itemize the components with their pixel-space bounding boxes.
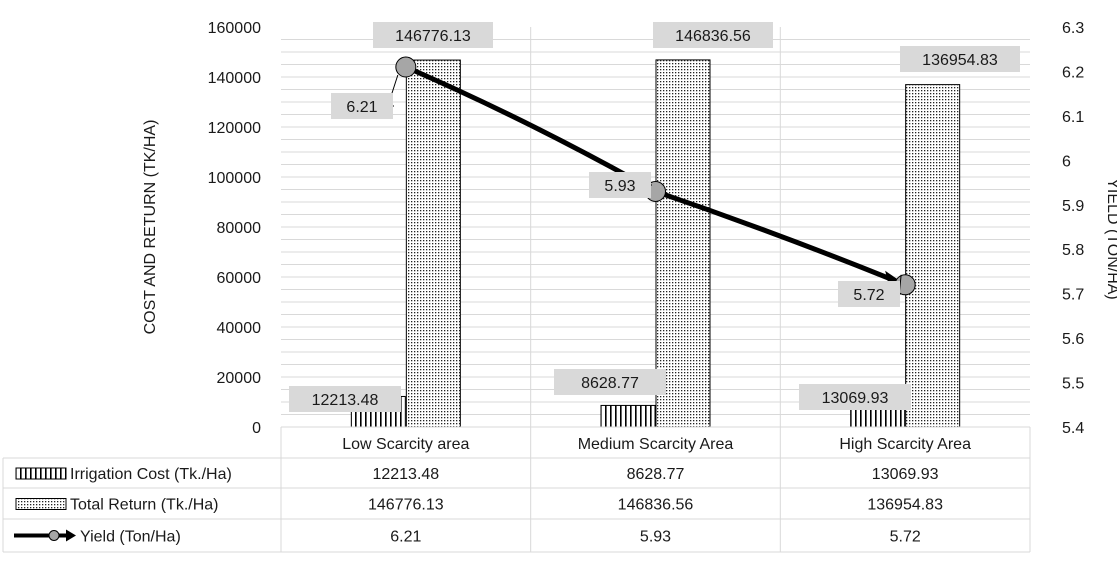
table-cell: 12213.48 <box>372 466 439 483</box>
data-label-irrigation-cost: 13069.93 <box>822 390 889 407</box>
y-tick-label: 60000 <box>217 270 262 287</box>
category-label: Medium Scarcity Area <box>578 436 734 453</box>
legend-key-yield-arrow <box>66 529 76 542</box>
y-right-tick-label: 5.5 <box>1062 376 1084 393</box>
y-tick-label: 140000 <box>208 70 261 87</box>
legend-label: Yield (Ton/Ha) <box>80 529 181 546</box>
data-label-total-return: 146836.56 <box>675 28 751 45</box>
y-tick-label: 0 <box>252 420 261 437</box>
y-tick-label: 100000 <box>208 170 261 187</box>
y-tick-label: 20000 <box>217 370 262 387</box>
y-right-tick-label: 6.1 <box>1062 109 1084 126</box>
category-label: High Scarcity Area <box>839 436 971 453</box>
data-table: Low Scarcity area Medium Scarcity Area Hig… <box>2 426 1030 553</box>
data-label-yield-box <box>589 172 651 198</box>
table-cell: 8628.77 <box>627 466 685 483</box>
legend-key-irrigation-cost <box>15 467 67 480</box>
legend-label: Total Return (Tk./Ha) <box>70 497 218 514</box>
legend-key-yield-marker <box>48 530 60 541</box>
legend-key-total-return <box>15 498 67 510</box>
table-cell: 146836.56 <box>618 497 694 514</box>
data-label-yield-box <box>838 281 900 307</box>
y-right-tick-label: 5.9 <box>1062 198 1084 215</box>
data-labels: 12213.48 146776.13 8628.77 146836.56 13069.9… <box>289 22 1020 412</box>
data-label-total-return: 136954.83 <box>922 52 998 69</box>
y-tick-label: 40000 <box>217 320 262 337</box>
data-label-total-return: 146776.13 <box>395 28 471 45</box>
y-right-tick-label: 5.6 <box>1062 331 1084 348</box>
data-label-yield-box <box>331 93 393 119</box>
bar-total-return <box>405 59 461 428</box>
y-right-tick-label: 6.2 <box>1062 64 1084 81</box>
yield-marker <box>395 56 417 78</box>
bar-total-return <box>905 84 961 428</box>
y-axis-title: COST AND RETURN (TK/HA) <box>142 120 159 335</box>
data-label-total-return-box <box>373 22 493 48</box>
y-right-tick-label: 6 <box>1062 153 1071 170</box>
table-cell: 5.93 <box>640 529 671 546</box>
data-label-yield: 6.21 <box>346 99 377 116</box>
bar-total-return <box>655 59 711 428</box>
data-label-irrigation-cost: 8628.77 <box>581 375 639 392</box>
y-tick-label: 80000 <box>217 220 262 237</box>
y-right-tick-label: 5.7 <box>1062 287 1084 304</box>
y-right-tick-label: 5.4 <box>1062 420 1084 437</box>
y-right-axis-title: YIELD (TON/HA) <box>1104 178 1117 300</box>
data-label-irrigation-cost-box <box>289 386 401 412</box>
data-label-yield: 5.72 <box>853 287 884 304</box>
y-right-tick-label: 5.8 <box>1062 242 1084 259</box>
data-label-yield: 5.93 <box>604 178 635 195</box>
category-label: Low Scarcity area <box>342 436 469 453</box>
y-tick-label: 160000 <box>208 20 261 37</box>
bars <box>350 59 961 428</box>
legend-label: Irrigation Cost (Tk./Ha) <box>70 466 232 483</box>
table-cell: 136954.83 <box>867 497 943 514</box>
bar-irrigation-cost <box>600 404 656 428</box>
data-label-irrigation-cost-box <box>554 369 666 395</box>
data-label-total-return-box <box>653 22 773 48</box>
y-right-tick-label: 6.3 <box>1062 20 1084 37</box>
table-cell: 146776.13 <box>368 497 444 514</box>
table-cell: 13069.93 <box>872 466 939 483</box>
table-cell: 6.21 <box>390 529 421 546</box>
data-label-irrigation-cost: 12213.48 <box>312 392 379 409</box>
table-cell: 5.72 <box>890 529 921 546</box>
data-label-total-return-box <box>900 46 1020 72</box>
y-tick-label: 120000 <box>208 120 261 137</box>
data-label-irrigation-cost-box <box>799 384 911 410</box>
